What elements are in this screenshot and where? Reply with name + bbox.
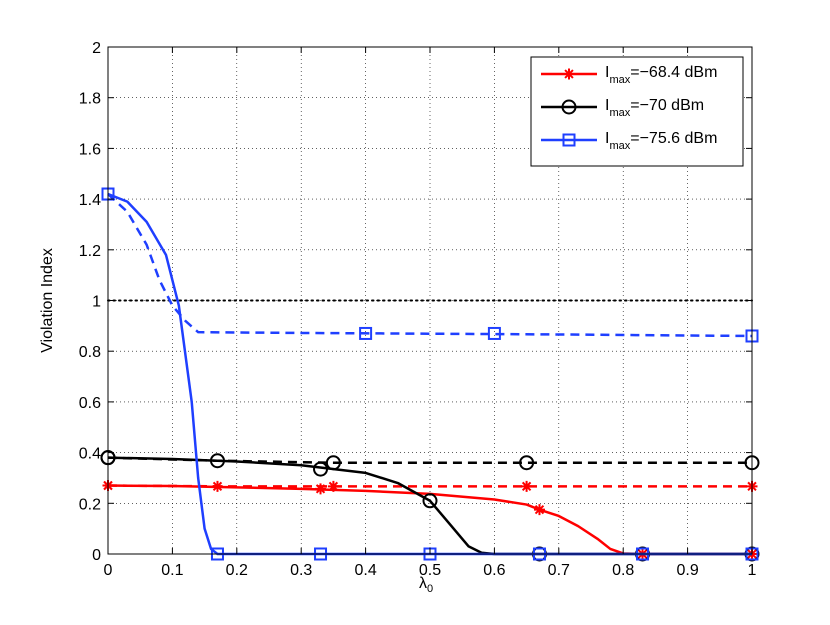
legend-label-rest: =−75.6 dBm (630, 130, 717, 147)
series-2-dashed-line (107, 456, 752, 464)
legend-item-1: Imax=−68.4 dBm (541, 64, 717, 86)
series-1-dashed-point (521, 480, 533, 492)
x-tick-label: 1 (748, 562, 757, 579)
legend-label-main: I (605, 130, 609, 147)
x-tick-label: 0.9 (676, 562, 698, 579)
series-2-dashed-point (325, 455, 341, 471)
series-1-dashed-point (327, 480, 339, 492)
x-axis-label: λ0 (419, 575, 433, 595)
x-tick-label: 0.4 (354, 562, 376, 579)
x-tick-label: 0 (104, 562, 113, 579)
x-tick-label: 0.6 (483, 562, 505, 579)
legend-label-rest: =−68.4 dBm (630, 64, 717, 81)
legend-label-rest: =−70 dBm (630, 97, 704, 114)
y-tick-label: 1.6 (79, 141, 101, 158)
y-tick-label: 0.8 (79, 344, 101, 361)
y-tick-label: 1.8 (79, 91, 101, 108)
series-3-dashed-line (107, 193, 753, 338)
legend-label-main: I (605, 97, 609, 114)
legend-label-main: I (605, 64, 609, 81)
series-2-solid-point (313, 461, 329, 477)
y-axis-label: Violation Index (39, 248, 56, 353)
legend-label: Imax=−68.4 dBm (605, 64, 717, 86)
axis-ticks (107, 46, 753, 555)
x-tick-label: 0.5 (419, 562, 441, 579)
legend-item-3: Imax=−75.6 dBm (541, 130, 717, 152)
series-2-dashed-point (519, 455, 535, 471)
tick-labels: 0 0.1 0.2 0.3 0.4 0.5 0.6 0.7 0.8 0.9 1 0 0.2 0.4 0.6 0… (79, 40, 757, 579)
x-axis-label-main: λ (419, 575, 427, 592)
legend-label-sub: max (609, 74, 630, 86)
series-1-solid-line (107, 484, 752, 556)
series-1-solid-point (315, 483, 327, 495)
series-3 (101, 187, 759, 561)
series-2-dashed-point (209, 453, 225, 469)
x-tick-label: 0.1 (161, 562, 183, 579)
y-tick-label: 0 (92, 547, 101, 564)
y-tick-label: 1 (92, 294, 101, 311)
series-3-dashed-point (359, 326, 373, 340)
y-tick-label: 1.2 (79, 243, 101, 260)
series-1-solid-point (533, 504, 545, 516)
x-tick-label: 0.8 (612, 562, 634, 579)
legend-marker (561, 99, 577, 115)
series-3-dashed-point (487, 326, 501, 340)
x-tick-label: 0.7 (548, 562, 570, 579)
series-1-dashed-point (211, 480, 223, 492)
x-tick-label: 0.3 (290, 562, 312, 579)
legend-item-2: Imax=−70 dBm (541, 97, 704, 119)
legend-label: Imax=−70 dBm (605, 97, 704, 119)
legend-marker (563, 68, 575, 80)
y-tick-label: 0.4 (79, 446, 101, 463)
legend-marker (562, 133, 576, 147)
legend-label-sub: max (609, 107, 630, 119)
series-3-solid-line (107, 192, 752, 556)
y-tick-label: 0.2 (79, 496, 101, 513)
y-tick-label: 1.4 (79, 192, 101, 209)
x-axis-label-sub: 0 (427, 583, 433, 595)
legend-label: Imax=−75.6 dBm (605, 130, 717, 152)
x-tick-label: 0.2 (226, 562, 248, 579)
y-tick-label: 0.6 (79, 395, 101, 412)
legend-label-sub: max (609, 140, 630, 152)
y-tick-label: 2 (92, 40, 101, 57)
series-2-solid-point (422, 493, 438, 509)
series-1-dashed-line (107, 484, 752, 488)
